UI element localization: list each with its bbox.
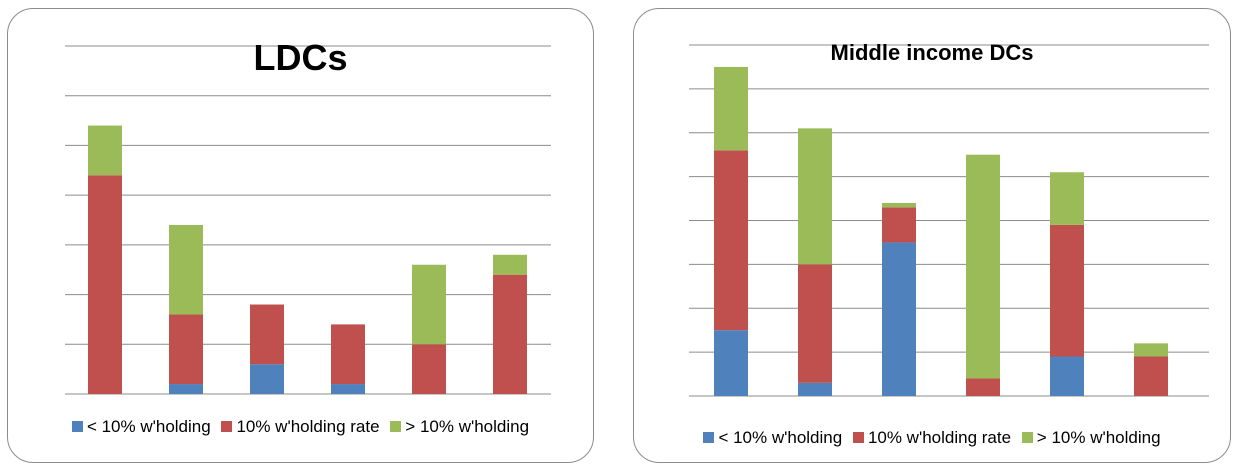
bar-segment-ten-percent-rate bbox=[250, 304, 284, 365]
legend-label: > 10% w'holding bbox=[1036, 428, 1161, 447]
bar-segment-more-than-10 bbox=[88, 125, 122, 176]
bar-segment-more-than-10 bbox=[966, 154, 1000, 379]
bar-segment-less-than-10 bbox=[169, 384, 203, 394]
bar-segment-more-than-10 bbox=[798, 128, 832, 265]
bar-segment-ten-percent-rate bbox=[493, 274, 527, 394]
chart-legend: < 10% w'holding 10% w'holding rate > 10%… bbox=[8, 417, 593, 437]
legend-label: 10% w'holding rate bbox=[867, 428, 1012, 447]
legend-swatch bbox=[390, 421, 402, 432]
legend-item: 10% w'holding rate bbox=[852, 428, 1012, 448]
legend-item: > 10% w'holding bbox=[1021, 428, 1161, 448]
bar-segment-ten-percent-rate bbox=[412, 344, 446, 394]
bar-segment-more-than-10 bbox=[493, 254, 527, 275]
bar-segment-less-than-10 bbox=[331, 384, 365, 394]
bar-segment-less-than-10 bbox=[798, 382, 832, 396]
bar-segment-more-than-10 bbox=[169, 224, 203, 315]
bar-segment-more-than-10 bbox=[714, 66, 748, 151]
legend-label: < 10% w'holding bbox=[86, 417, 211, 436]
bar-segment-ten-percent-rate bbox=[966, 378, 1000, 396]
legend-swatch bbox=[221, 421, 233, 432]
bar-segment-ten-percent-rate bbox=[169, 314, 203, 385]
chart-title: LDCs bbox=[253, 37, 348, 78]
legend-item: 10% w'holding rate bbox=[221, 417, 380, 437]
bar-segment-ten-percent-rate bbox=[88, 175, 122, 394]
chart-panel-ldcs: LDCs < 10% w'holding 10% w'holding rate … bbox=[7, 8, 594, 463]
legend-swatch bbox=[852, 432, 864, 443]
bar-segment-less-than-10 bbox=[1050, 356, 1084, 396]
legend-swatch bbox=[1021, 432, 1033, 443]
legend-label: > 10% w'holding bbox=[405, 417, 530, 436]
legend-item: > 10% w'holding bbox=[390, 417, 529, 437]
chart-legend: < 10% w'holding 10% w'holding rate > 10%… bbox=[634, 428, 1230, 448]
bar-segment-more-than-10 bbox=[1134, 343, 1168, 357]
bar-segment-ten-percent-rate bbox=[798, 264, 832, 383]
bar-segment-more-than-10 bbox=[1050, 172, 1084, 225]
legend-label: < 10% w'holding bbox=[718, 428, 843, 447]
chart-plot-ldcs bbox=[65, 45, 551, 395]
bar-segment-more-than-10 bbox=[412, 264, 446, 345]
bar-segment-ten-percent-rate bbox=[882, 207, 916, 243]
bar-segment-ten-percent-rate bbox=[714, 150, 748, 331]
legend-label: 10% w'holding rate bbox=[236, 417, 380, 436]
bar-segment-less-than-10 bbox=[714, 330, 748, 396]
chart-panel-middle-income-dcs: Middle income DCs < 10% w'holding 10% w'… bbox=[633, 8, 1231, 463]
chart-plot-middle-income-dcs bbox=[689, 44, 1209, 397]
bar-segment-less-than-10 bbox=[250, 364, 284, 394]
bar-segment-more-than-10 bbox=[882, 202, 916, 208]
bar-segment-ten-percent-rate bbox=[1134, 356, 1168, 396]
legend-swatch bbox=[71, 421, 83, 432]
bar-segment-ten-percent-rate bbox=[331, 324, 365, 385]
legend-swatch bbox=[703, 432, 715, 443]
legend-item: < 10% w'holding bbox=[703, 428, 842, 448]
chart-title: Middle income DCs bbox=[830, 40, 1034, 65]
legend-item: < 10% w'holding bbox=[71, 417, 211, 437]
bar-segment-ten-percent-rate bbox=[1050, 224, 1084, 357]
bar-segment-less-than-10 bbox=[882, 242, 916, 396]
